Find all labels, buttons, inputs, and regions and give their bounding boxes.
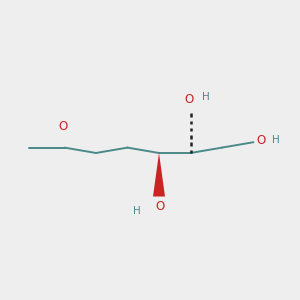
Text: O: O [58,120,68,133]
Text: O: O [184,93,194,106]
Text: O: O [256,134,265,148]
Polygon shape [153,153,165,196]
Text: H: H [133,206,141,216]
Text: O: O [156,200,165,212]
Text: H: H [272,135,280,145]
Text: H: H [202,92,210,102]
